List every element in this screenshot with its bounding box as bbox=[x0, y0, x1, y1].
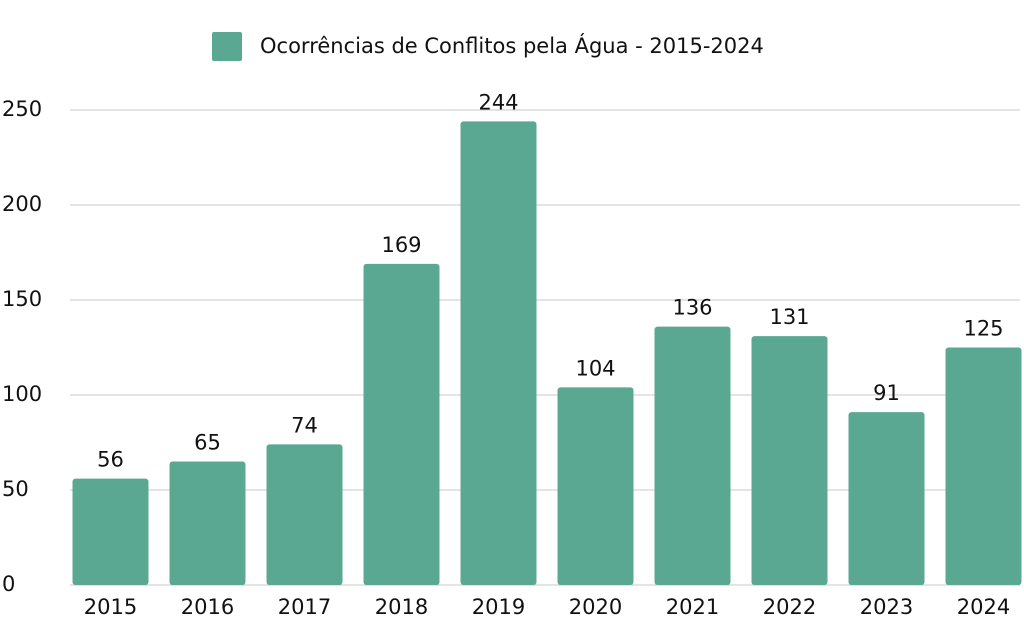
data-label: 136 bbox=[672, 296, 712, 320]
x-tick-label: 2022 bbox=[763, 595, 816, 619]
bar bbox=[848, 412, 925, 585]
y-tick-label: 0 bbox=[2, 572, 15, 596]
bar bbox=[169, 461, 246, 585]
data-label: 91 bbox=[873, 381, 900, 405]
x-tick-label: 2023 bbox=[860, 595, 913, 619]
y-tick-label: 250 bbox=[2, 97, 42, 121]
data-label: 244 bbox=[478, 90, 518, 114]
x-tick-label: 2017 bbox=[278, 595, 331, 619]
x-tick-label: 2019 bbox=[472, 595, 525, 619]
bar bbox=[363, 263, 440, 585]
bar bbox=[557, 387, 634, 585]
legend-swatch bbox=[212, 32, 242, 61]
data-label: 125 bbox=[963, 317, 1003, 341]
bar bbox=[72, 478, 149, 585]
bar bbox=[654, 326, 731, 585]
y-tick-label: 100 bbox=[2, 382, 42, 406]
data-label: 65 bbox=[194, 431, 221, 455]
x-tick-label: 2015 bbox=[84, 595, 137, 619]
data-label: 104 bbox=[575, 356, 615, 380]
bar bbox=[460, 121, 537, 586]
data-label: 169 bbox=[381, 233, 421, 257]
data-label: 56 bbox=[97, 448, 124, 472]
bar bbox=[751, 336, 828, 585]
x-tick-label: 2018 bbox=[375, 595, 428, 619]
bar bbox=[266, 444, 343, 585]
y-tick-label: 200 bbox=[2, 192, 42, 216]
legend-label: Ocorrências de Conflitos pela Água - 201… bbox=[260, 33, 764, 58]
x-tick-label: 2024 bbox=[957, 595, 1010, 619]
y-tick-label: 150 bbox=[2, 287, 42, 311]
x-tick-label: 2020 bbox=[569, 595, 622, 619]
data-label: 131 bbox=[769, 305, 809, 329]
x-tick-label: 2016 bbox=[181, 595, 234, 619]
y-tick-label: 50 bbox=[2, 477, 29, 501]
bar bbox=[945, 347, 1022, 585]
x-tick-label: 2021 bbox=[666, 595, 719, 619]
data-label: 74 bbox=[291, 413, 318, 437]
